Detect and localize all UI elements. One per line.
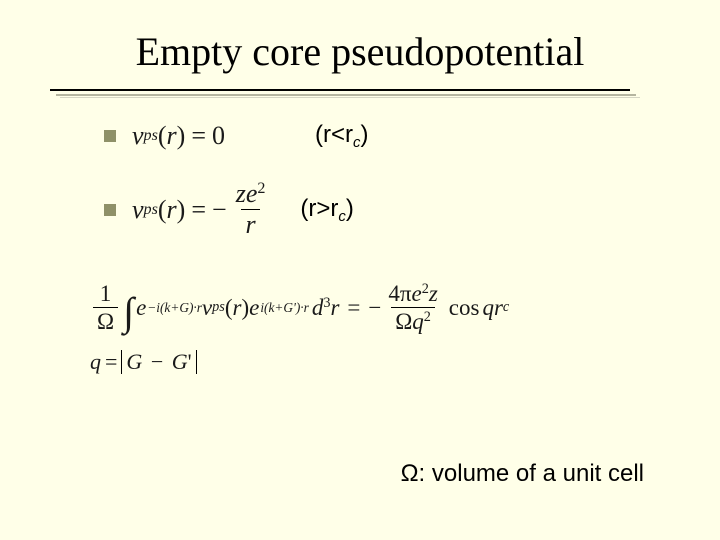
fourier-equation: 1 Ω ∫ e−i(k+G)·r vps (r) ei(k+G')·r d3r … [90,282,670,333]
equation-2: vps (r) = − ze2 r [132,181,272,238]
equation-1: vps (r) = 0 [132,121,225,151]
condition-2: (r>rc) [300,195,353,225]
q-definition: q = G − G' [90,349,197,375]
bullet-icon [104,130,116,142]
bullet-icon [104,204,116,216]
equation-row-2: vps (r) = − ze2 r (r>rc) [104,181,670,238]
slide-title: Empty core pseudopotential [50,28,670,75]
slide: Empty core pseudopotential vps (r) = 0 (… [0,0,720,540]
title-rule [50,89,670,101]
condition-1: (r<rc) [315,121,368,151]
equation-row-1: vps (r) = 0 (r<rc) [104,121,670,151]
footer-note: Ω: volume of a unit cell [401,460,644,488]
